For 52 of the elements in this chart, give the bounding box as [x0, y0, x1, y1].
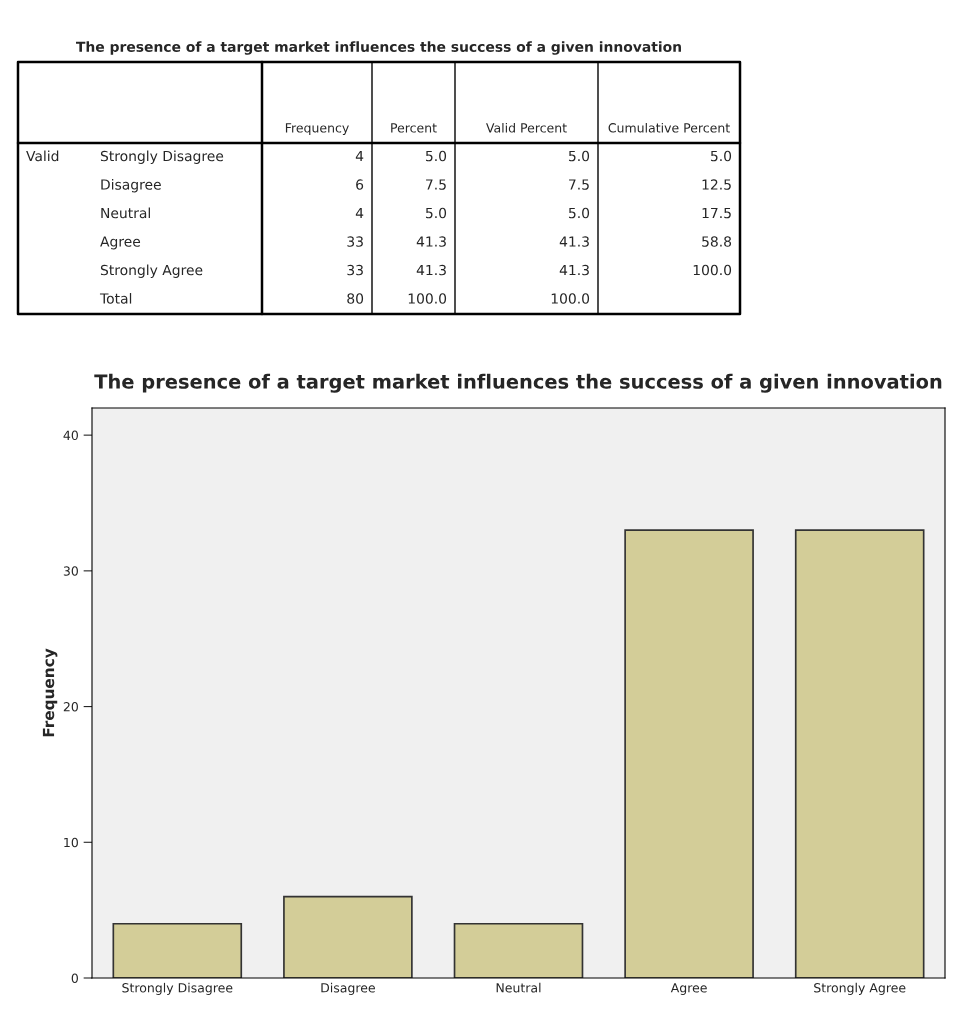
y-tick-label: 0	[71, 973, 78, 983]
text: Valid Percent	[486, 122, 567, 133]
y-tick-label: 20	[63, 702, 78, 712]
y-tick-label: 30	[63, 566, 78, 576]
x-tick-label: Disagree	[321, 982, 375, 995]
data-label: 58.8	[702, 236, 732, 247]
bar	[283, 895, 413, 978]
data-label: 5.0	[710, 150, 732, 162]
text: Cumulative Percent	[608, 122, 730, 133]
data-label: 4	[355, 207, 364, 219]
data-label: 6	[356, 179, 364, 190]
data-label: 33	[347, 236, 363, 247]
data-label: 7.5	[426, 179, 446, 190]
data-label: 7.5	[569, 179, 589, 190]
x-tick-label: Neutral	[496, 982, 541, 993]
y-tick-label: 10	[64, 837, 78, 848]
text: Frequency	[285, 123, 349, 135]
data-label: 5.0	[425, 150, 447, 162]
bar	[453, 922, 584, 978]
data-label: 100.0	[693, 264, 732, 276]
data-label: 5.0	[568, 150, 590, 162]
x-tick-label: Strongly Disagree	[122, 982, 233, 995]
text: Valid	[26, 150, 59, 162]
x-tick-label: Strongly Agree	[814, 982, 906, 995]
data-label: 4	[355, 150, 364, 162]
data-label: 5.0	[568, 207, 590, 219]
category-label: Strongly Agree	[100, 264, 203, 278]
category-label: Disagree	[101, 179, 161, 193]
bar	[794, 529, 925, 978]
data-label: 100.0	[551, 293, 590, 304]
data-label: 41.3	[416, 264, 446, 276]
chart-title: The presence of a target market influences the success of a given innovation	[94, 373, 942, 393]
bar	[112, 922, 243, 978]
data-label: 100.0	[408, 293, 447, 304]
x-tick-label: Agree	[670, 983, 707, 995]
y-tick-label: 40	[63, 430, 78, 441]
data-label: 41.3	[559, 236, 589, 247]
category-label: Neutral	[101, 207, 150, 219]
category-label: Strongly Disagree	[100, 150, 224, 164]
data-label: 80	[347, 293, 364, 304]
bar	[624, 529, 754, 978]
data-label: 41.3	[559, 264, 589, 276]
text: The presence of a target market influences the success of a given innovation	[76, 41, 681, 55]
data-label: 17.5	[702, 207, 731, 219]
y-axis-title: Frequency	[42, 648, 58, 737]
data-label: 12.5	[702, 179, 731, 190]
category-label: Total	[99, 293, 132, 304]
data-label: 5.0	[425, 207, 447, 219]
data-label: 41.3	[416, 236, 446, 247]
data-label: 33	[347, 264, 363, 276]
category-label: Agree	[100, 236, 141, 250]
text: Percent	[391, 123, 437, 133]
